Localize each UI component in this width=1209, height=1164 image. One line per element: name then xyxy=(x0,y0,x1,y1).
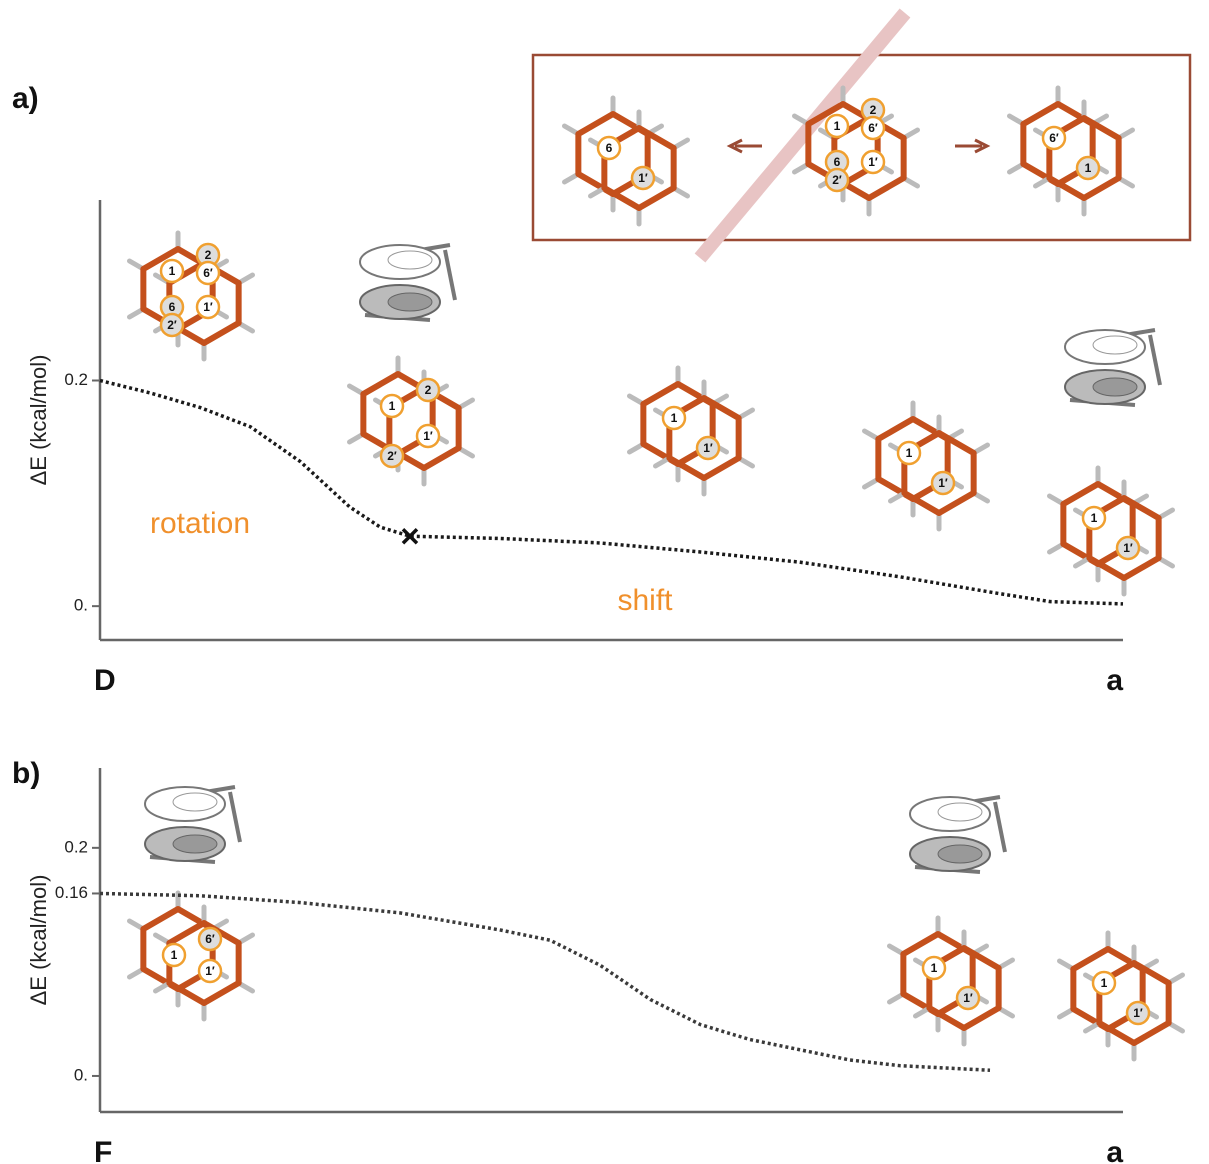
panel-label: a) xyxy=(12,82,39,115)
atom-label: 2′ xyxy=(167,318,177,332)
orbital-lobe xyxy=(1093,378,1137,396)
atom-label: 6′ xyxy=(205,932,215,946)
y-axis-label: ΔE (kcal/mol) xyxy=(26,355,51,486)
atom-label: 2 xyxy=(425,383,432,397)
molecule: 1 6′ 1′ xyxy=(130,893,253,1019)
density-blob xyxy=(360,245,455,320)
molecule: 1 2 6′ 6 1′ 2′ xyxy=(795,88,918,214)
molecule: 1 1′ xyxy=(630,368,753,494)
orbital-lobe xyxy=(1065,330,1145,364)
atom-label: 1 xyxy=(169,264,176,278)
atom-label: 2′ xyxy=(387,449,397,463)
orbital-lobe xyxy=(145,787,225,821)
molecule: 1 1′ xyxy=(1060,933,1183,1059)
y-tick-label: 0. xyxy=(74,1065,88,1084)
density-blob xyxy=(1065,330,1160,405)
skeleton-bond xyxy=(445,250,455,300)
atom-label: 1 xyxy=(171,948,178,962)
atom-label: 2 xyxy=(870,103,877,117)
density-blob xyxy=(145,787,240,862)
atom-label: 6 xyxy=(606,141,613,155)
molecule: 1 1′ xyxy=(890,918,1013,1044)
atom-label: 1′ xyxy=(868,155,878,169)
skeleton-bond xyxy=(230,792,240,842)
y-tick-label: 0. xyxy=(74,596,88,615)
atom-label: 1′ xyxy=(205,964,215,978)
y-tick-label: 0.2 xyxy=(64,837,88,856)
atom-label: 1′ xyxy=(1123,541,1133,555)
molecule: 6 1′ xyxy=(565,98,688,224)
atom-label: 1′ xyxy=(938,476,948,490)
y-tick-label: 0.2 xyxy=(64,370,88,389)
page: {"chart_data": [ {"type": "line", "label… xyxy=(0,0,1209,1164)
x-tick-label: a xyxy=(1106,1136,1123,1164)
atom-label: 1 xyxy=(1091,511,1098,525)
atom-label: 6 xyxy=(169,300,176,314)
molecule: 1 1′ xyxy=(1050,468,1173,594)
atom-label: 1 xyxy=(931,961,938,975)
orbital-lobe xyxy=(360,245,440,279)
skeleton-bond xyxy=(1150,335,1160,385)
atom-label: 1′ xyxy=(703,441,713,455)
atom-label: 6′ xyxy=(203,266,213,280)
atom-label: 6′ xyxy=(1049,131,1059,145)
density-blob xyxy=(910,797,1005,872)
x-tick-label: F xyxy=(94,1136,112,1164)
atom-label: 1′ xyxy=(423,429,433,443)
figure: a)ΔE (kcal/mol)0.20.Darotationshift126′6… xyxy=(0,0,1209,1164)
panel-label: b) xyxy=(12,757,40,790)
atom-label: 2 xyxy=(205,248,212,262)
atom-label: 1′ xyxy=(203,300,213,314)
atom-label: 2′ xyxy=(832,173,842,187)
skeleton-bond xyxy=(995,802,1005,852)
annotation: rotation xyxy=(150,507,250,540)
atom-label: 1 xyxy=(906,446,913,460)
atom-label: 1 xyxy=(1101,976,1108,990)
atom-label: 1 xyxy=(389,399,396,413)
orbital-lobe xyxy=(938,845,982,863)
energy-curve xyxy=(100,893,990,1070)
atom-label: 1′ xyxy=(1133,1006,1143,1020)
x-tick-label: a xyxy=(1106,664,1123,697)
molecule: 1 1′ xyxy=(865,403,988,529)
orbital-lobe xyxy=(173,835,217,853)
atom-label: 1 xyxy=(671,411,678,425)
molecule: 1 2 1′ 2′ xyxy=(350,358,473,484)
molecule: 1 2 6′ 6 1′ 2′ xyxy=(130,233,253,359)
atom-label: 1 xyxy=(1085,161,1092,175)
atom-label: 6 xyxy=(834,155,841,169)
orbital-lobe xyxy=(910,797,990,831)
atom-label: 1′ xyxy=(638,171,648,185)
x-tick-label: D xyxy=(94,664,116,697)
y-tick-label: 0.16 xyxy=(55,883,88,902)
atom-label: 1 xyxy=(834,119,841,133)
orbital-lobe xyxy=(388,293,432,311)
y-axis-label: ΔE (kcal/mol) xyxy=(26,875,51,1006)
atom-label: 1′ xyxy=(963,991,973,1005)
annotation: shift xyxy=(617,584,673,617)
arrow-right xyxy=(955,140,987,152)
molecule: 6′ 1 xyxy=(1010,88,1133,214)
atom-label: 6′ xyxy=(868,121,878,135)
arrow-left xyxy=(730,140,762,152)
